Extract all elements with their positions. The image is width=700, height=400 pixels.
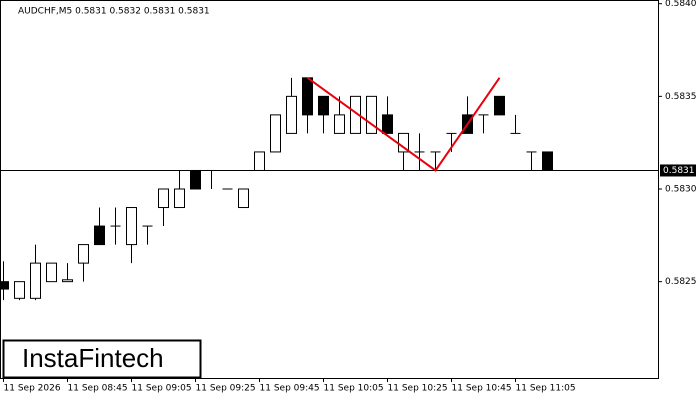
candle-body <box>46 262 57 283</box>
x-tick-label: 11 Sep 09:45 <box>260 384 320 394</box>
candle-body <box>174 188 185 209</box>
candle-body <box>350 95 361 134</box>
candle-body <box>30 262 41 299</box>
pattern-line <box>306 77 501 172</box>
current-price-label: 0.5831 <box>663 166 695 176</box>
candle-body <box>62 279 73 283</box>
candle-body <box>270 114 281 153</box>
x-tick-label: 11 Sep 11:05 <box>516 384 576 394</box>
candle-body <box>366 95 377 134</box>
x-tick-label: 11 Sep 2026 <box>4 384 61 394</box>
candle-body <box>94 225 105 246</box>
x-tick-label: 11 Sep 09:05 <box>132 384 192 394</box>
candle-body <box>126 207 137 246</box>
x-tick-label: 11 Sep 09:25 <box>196 384 256 394</box>
candle-body <box>14 281 25 299</box>
candle-body <box>302 77 313 116</box>
candle-body <box>318 95 329 116</box>
candle-body <box>542 151 553 171</box>
y-tick-label: 0.5835 <box>665 92 697 102</box>
current-price-box <box>660 164 696 177</box>
y-tick-label: 0.5840 <box>665 0 697 9</box>
y-tick-label: 0.5830 <box>665 185 697 195</box>
candle-body <box>254 151 265 171</box>
candle-body <box>190 169 201 190</box>
candle-body <box>78 244 89 264</box>
candle-body <box>0 281 9 290</box>
x-tick-label: 11 Sep 10:05 <box>324 384 384 394</box>
candle-body <box>334 114 345 134</box>
candle-body <box>158 188 169 209</box>
plot-frame <box>0 0 659 379</box>
logo: InstaFintech <box>22 343 164 373</box>
x-tick-label: 11 Sep 08:45 <box>68 384 128 394</box>
x-tick-label: 11 Sep 10:45 <box>452 384 512 394</box>
candle-body <box>494 95 505 116</box>
chart-title: AUDCHF,M5 0.5831 0.5832 0.5831 0.5831 <box>18 7 210 17</box>
candle-body <box>286 95 297 134</box>
logo-box <box>2 339 202 379</box>
x-tick-label: 11 Sep 10:25 <box>388 384 448 394</box>
candle-body <box>238 188 249 209</box>
y-tick-label: 0.5825 <box>665 277 697 287</box>
candle-body <box>382 114 393 134</box>
